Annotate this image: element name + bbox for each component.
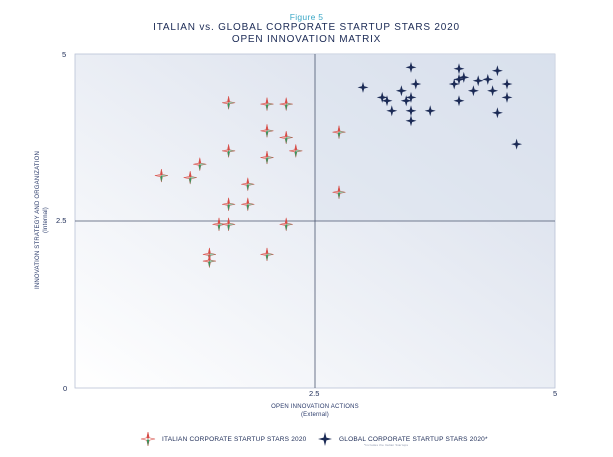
y-axis-title: INNOVATION STRATEGY AND ORGANIZATION — [35, 151, 41, 289]
italian-startup-point — [222, 96, 236, 110]
italian-startup-point — [222, 197, 236, 211]
italian-startup-point — [241, 197, 255, 211]
legend-footnote: *Includes the Italian Startups — [364, 443, 409, 447]
italian-startup-point — [260, 247, 274, 261]
chart-title-line-1: ITALIAN vs. GLOBAL CORPORATE STARTUP STA… — [153, 22, 460, 33]
italian-startup-point — [193, 157, 207, 171]
global-startup-point — [458, 71, 470, 83]
global-startup-point — [448, 78, 460, 90]
italian-startup-point — [183, 171, 197, 185]
italian-startup-point — [279, 97, 293, 111]
italian-startup-point — [154, 169, 168, 183]
italian-startup-point — [202, 254, 216, 268]
legend-label-italian: ITALIAN CORPORATE STARTUP STARS 2020 — [162, 435, 307, 443]
global-star-icon — [318, 432, 332, 446]
italian-startup-point — [260, 97, 274, 111]
global-startup-point — [405, 61, 417, 73]
global-startup-point — [405, 115, 417, 127]
global-startup-point — [400, 95, 412, 107]
chart-title: ITALIAN vs. GLOBAL CORPORATE STARTUP STA… — [0, 22, 613, 46]
y-tick-label: 5 — [62, 50, 67, 59]
global-startup-point — [453, 73, 465, 85]
italian-star-icon — [140, 431, 156, 447]
global-startup-point — [405, 105, 417, 117]
italian-startup-point — [279, 217, 293, 231]
legend: ITALIAN CORPORATE STARTUP STARS 2020 GLO… — [140, 431, 500, 447]
global-startup-point — [405, 91, 417, 103]
global-startup-point — [357, 81, 369, 93]
italian-startup-point — [260, 124, 274, 138]
global-startup-point — [467, 85, 479, 97]
italian-startup-point — [279, 130, 293, 145]
y-tick-label: 2.5 — [56, 216, 67, 225]
global-startup-point — [386, 105, 398, 117]
global-startup-point — [491, 65, 503, 77]
global-startup-point — [381, 95, 393, 107]
global-startup-point — [501, 91, 513, 103]
global-startup-point — [376, 91, 388, 103]
italian-startup-point — [260, 150, 274, 165]
x-axis-label: OPEN INNOVATION ACTIONS (External) — [75, 403, 555, 419]
x-tick-label: 2.5 — [309, 389, 320, 398]
x-axis-title: OPEN INNOVATION ACTIONS — [271, 404, 359, 410]
legend-item-global: GLOBAL CORPORATE STARTUP STARS 2020* — [317, 431, 488, 447]
global-startup-point — [501, 78, 513, 90]
chart-title-line-2: OPEN INNOVATION MATRIX — [231, 34, 382, 45]
italian-startup-point — [241, 177, 255, 191]
global-startup-point — [472, 75, 484, 87]
global-startup-point — [487, 85, 499, 97]
global-startup-point — [410, 78, 422, 90]
global-startup-point — [482, 73, 494, 85]
global-startup-point — [424, 105, 436, 117]
origin-tick-label: 0 — [63, 384, 68, 393]
global-startup-point — [453, 95, 465, 107]
italian-startup-point — [332, 125, 346, 139]
italian-startup-point — [222, 217, 236, 231]
x-tick-label: 5 — [553, 389, 558, 398]
legend-label-global: GLOBAL CORPORATE STARTUP STARS 2020* — [339, 435, 488, 443]
global-startup-point — [395, 85, 407, 97]
figure-label: Figure 5 — [289, 12, 324, 22]
global-startup-point — [491, 107, 503, 119]
y-axis-subtitle: (Internal) — [43, 207, 49, 234]
x-axis-subtitle: (External) — [300, 412, 329, 418]
italian-startup-point — [289, 144, 303, 158]
legend-item-italian: ITALIAN CORPORATE STARTUP STARS 2020 — [140, 431, 306, 447]
top-right-quadrant — [315, 54, 555, 221]
italian-startup-point — [332, 185, 346, 199]
global-startup-point — [453, 63, 465, 75]
italian-startup-point — [222, 144, 236, 158]
global-startup-point — [511, 138, 523, 150]
